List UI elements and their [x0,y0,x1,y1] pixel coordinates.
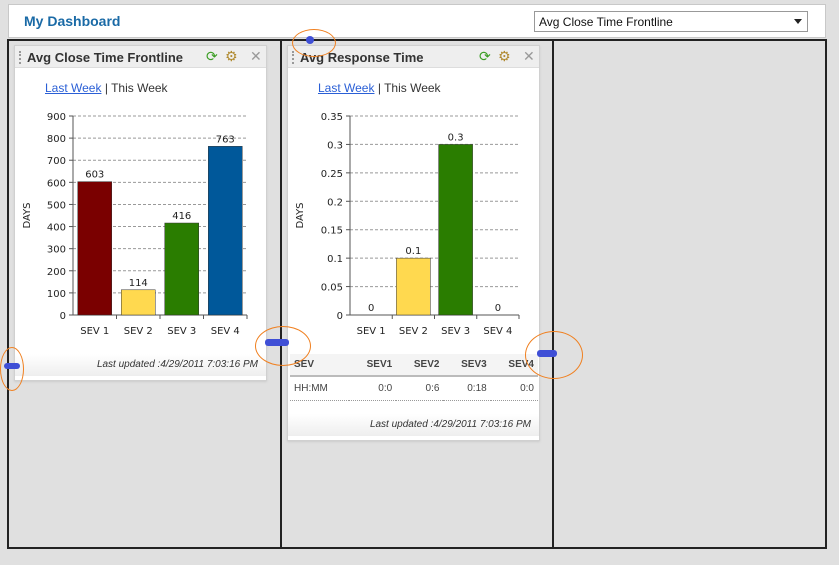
column-header: SEV1 [348,354,397,377]
y-tick-label: 500 [47,200,66,211]
y-tick-label: 0.25 [321,169,343,180]
table-cell: 0:18 [443,376,491,401]
y-tick-label: 0.2 [327,197,343,208]
data-label: 603 [85,170,104,181]
page-title: My Dashboard [24,13,121,29]
y-tick-label: 0 [60,311,66,322]
select-value: Avg Close Time Frontline [539,15,673,29]
y-tick-label: 0.35 [321,112,343,123]
refresh-icon[interactable]: ⟳ [479,49,491,65]
y-tick-label: 300 [47,245,66,256]
close-icon[interactable]: ✕ [523,49,535,65]
table-cell: 0:0 [490,376,538,401]
y-axis-label: DAYS [22,202,33,228]
data-label: 114 [129,278,148,289]
y-tick-label: 100 [47,289,66,300]
column-3 [552,39,827,549]
highlight-ring [255,326,311,366]
bar [121,289,156,316]
widget-footer: Last updated :4/29/2011 7:03:16 PM [288,414,539,436]
data-label: 0 [368,303,374,314]
y-tick-label: 200 [47,267,66,278]
column-header: SEV [290,354,349,377]
x-tick-label: SEV 3 [441,326,470,337]
y-axis-label: DAYS [295,202,306,228]
response-table: SEV SEV1 SEV2 SEV3 SEV4 HH:MM 0:0 0:6 0:… [290,354,538,401]
widget-footer: Last updated :4/29/2011 7:03:16 PM [15,354,266,376]
widget-header[interactable]: Avg Close Time Frontline ⟳ ⚙ ✕ [15,46,266,68]
x-tick-label: SEV 2 [124,326,153,337]
widget-avg-response-time: Avg Response Time ⟳ ⚙ ✕ Last Week | This… [287,45,540,441]
widget-title: Avg Close Time Frontline [27,50,184,65]
data-label: 416 [172,211,191,222]
x-tick-label: SEV 2 [399,326,428,337]
period-links: Last Week | This Week [45,81,168,95]
settings-icon[interactable]: ⚙ [498,49,511,65]
x-tick-label: SEV 3 [167,326,196,337]
separator: | [377,81,381,95]
period-links: Last Week | This Week [318,81,441,95]
y-tick-label: 0 [337,311,343,322]
bar [438,144,473,316]
widget-title: Avg Response Time [300,50,424,65]
data-label: 0 [495,303,501,314]
y-tick-label: 0.05 [321,283,343,294]
bar [77,181,112,316]
x-tick-label: SEV 1 [357,326,386,337]
y-tick-label: 600 [47,178,66,189]
widget-avg-close-time: Avg Close Time Frontline ⟳ ⚙ ✕ Last Week… [14,45,267,381]
highlight-ring [292,29,336,57]
separator: | [104,81,108,95]
table-header-row: SEV SEV1 SEV2 SEV3 SEV4 [290,354,538,377]
y-tick-label: 400 [47,223,66,234]
bar [164,222,199,316]
this-week-label: This Week [111,81,168,95]
bar [396,257,431,316]
close-icon[interactable]: ✕ [250,49,262,65]
column-header: SEV2 [396,354,444,377]
data-label: 0.1 [405,246,421,257]
last-week-link[interactable]: Last Week [45,81,102,95]
y-tick-label: 0.3 [327,140,343,151]
highlight-ring [0,347,24,391]
y-tick-label: 700 [47,156,66,167]
y-tick-label: 0.15 [321,226,343,237]
x-tick-label: SEV 4 [483,326,512,337]
table-cell: 0:6 [396,376,444,401]
table-cell: 0:0 [348,376,397,401]
refresh-icon[interactable]: ⟳ [206,49,218,65]
highlight-ring [525,331,583,379]
table-row: HH:MM 0:0 0:6 0:18 0:0 [290,376,538,401]
y-tick-label: 0.1 [327,254,343,265]
bar [208,146,243,316]
x-tick-label: SEV 1 [80,326,109,337]
data-label: 763 [216,134,235,145]
column-header: SEV4 [490,354,538,377]
dashboard-header: My Dashboard Avg Close Time Frontline [8,4,826,38]
widget-select[interactable]: Avg Close Time Frontline [534,11,808,32]
drag-handle-icon[interactable] [19,51,23,64]
data-label: 0.3 [448,132,464,143]
chevron-down-icon [794,19,802,24]
y-tick-label: 900 [47,112,66,123]
drag-handle-icon[interactable] [292,51,296,64]
x-tick-label: SEV 4 [211,326,240,337]
chart-close-time: 0 100 200 300 400 500 600 700 800 900 DAYS 603 SEV 1… [22,112,248,337]
chart-response-time: 0 0.05 0.1 0.15 0.2 0.25 0.3 0.35 DAYS 0 SEV 1 0.1 S… [295,112,520,337]
settings-icon[interactable]: ⚙ [225,49,238,65]
table-cell: HH:MM [290,376,349,401]
y-tick-label: 800 [47,134,66,145]
column-header: SEV3 [443,354,491,377]
this-week-label: This Week [384,81,441,95]
last-week-link[interactable]: Last Week [318,81,375,95]
widget-header[interactable]: Avg Response Time ⟳ ⚙ ✕ [288,46,539,68]
